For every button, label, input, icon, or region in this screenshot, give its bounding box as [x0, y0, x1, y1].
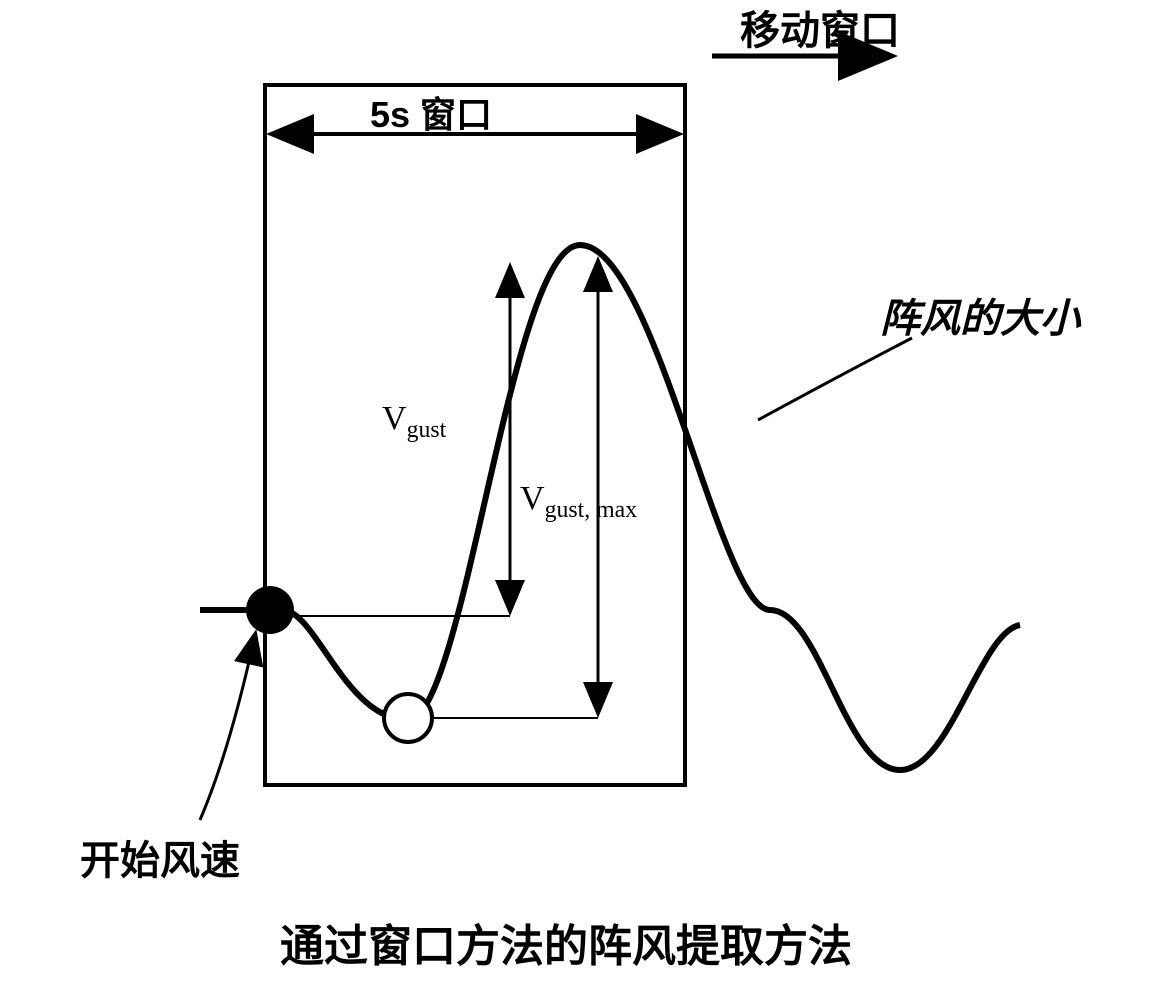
v-gust-max-label: Vgust, max — [520, 480, 637, 524]
gust-magnitude-leader — [758, 338, 912, 420]
gust-magnitude-label: 阵风的大小 — [880, 286, 1080, 344]
trough-circle — [384, 694, 432, 742]
diagram-title: 通过窗口方法的阵风提取方法 — [280, 910, 852, 974]
moving-window-label: 移动窗口 — [740, 0, 900, 56]
window-5s-label: 5s 窗口 — [370, 86, 492, 138]
start-wind-speed-dot — [246, 586, 294, 634]
start-speed-leader — [200, 635, 255, 820]
v-gust-label: Vgust — [382, 400, 446, 444]
diagram-container: 移动窗口 5s 窗口 Vgust Vgust, max 阵风的大小 开始风速 通… — [0, 0, 1166, 1002]
window-rect — [265, 85, 685, 785]
start-speed-label: 开始风速 — [80, 828, 240, 886]
